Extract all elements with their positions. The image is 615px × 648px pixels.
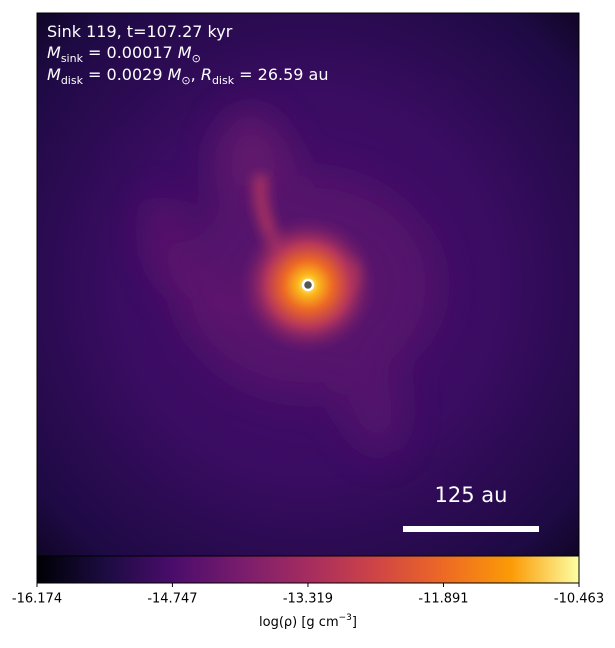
annotation-text: M <box>47 43 61 62</box>
annotation-line: Msink = 0.00017 M⊙ <box>47 43 201 65</box>
density-map <box>37 13 579 556</box>
annotation-text: Sink 119, t=107.27 kyr <box>47 22 233 41</box>
tick-label: -10.463 <box>554 592 604 607</box>
annotation-text: = 0.0029 <box>83 65 168 84</box>
tick-label: -14.747 <box>147 592 197 607</box>
colorbar <box>36 555 580 584</box>
colorbar-label: log(ρ) [g cm−3] <box>259 613 357 630</box>
annotation-text: = 0.00017 <box>83 43 178 62</box>
sink-marker <box>301 278 315 292</box>
colorbar-label-text: ] <box>352 615 357 630</box>
colorbar-label-text: −3 <box>339 613 352 623</box>
annotation-text: disk <box>61 74 84 87</box>
annotation-text: sink <box>61 52 84 65</box>
annotation-line: Mdisk = 0.0029 M⊙, Rdisk = 26.59 au <box>47 65 329 87</box>
scale-bar <box>403 526 539 532</box>
annotation-text: M <box>168 65 182 84</box>
scale-bar-label: 125 au <box>435 483 508 507</box>
annotation-text: , <box>191 65 201 84</box>
annotation-text: = 26.59 au <box>234 65 328 84</box>
colorbar-label-text: log(ρ) [g cm <box>259 615 339 630</box>
annotation-text: M <box>178 43 192 62</box>
annotation-text: disk <box>212 74 235 87</box>
tick-label: -11.891 <box>418 592 468 607</box>
annotation-text: ⊙ <box>181 74 190 87</box>
annotation-text: M <box>47 65 61 84</box>
annotation-text: R <box>201 65 212 84</box>
tick-label: -16.174 <box>12 592 62 607</box>
annotation-line: Sink 119, t=107.27 kyr <box>47 22 233 41</box>
tick-label: -13.319 <box>283 592 333 607</box>
annotation-text: ⊙ <box>192 52 201 65</box>
